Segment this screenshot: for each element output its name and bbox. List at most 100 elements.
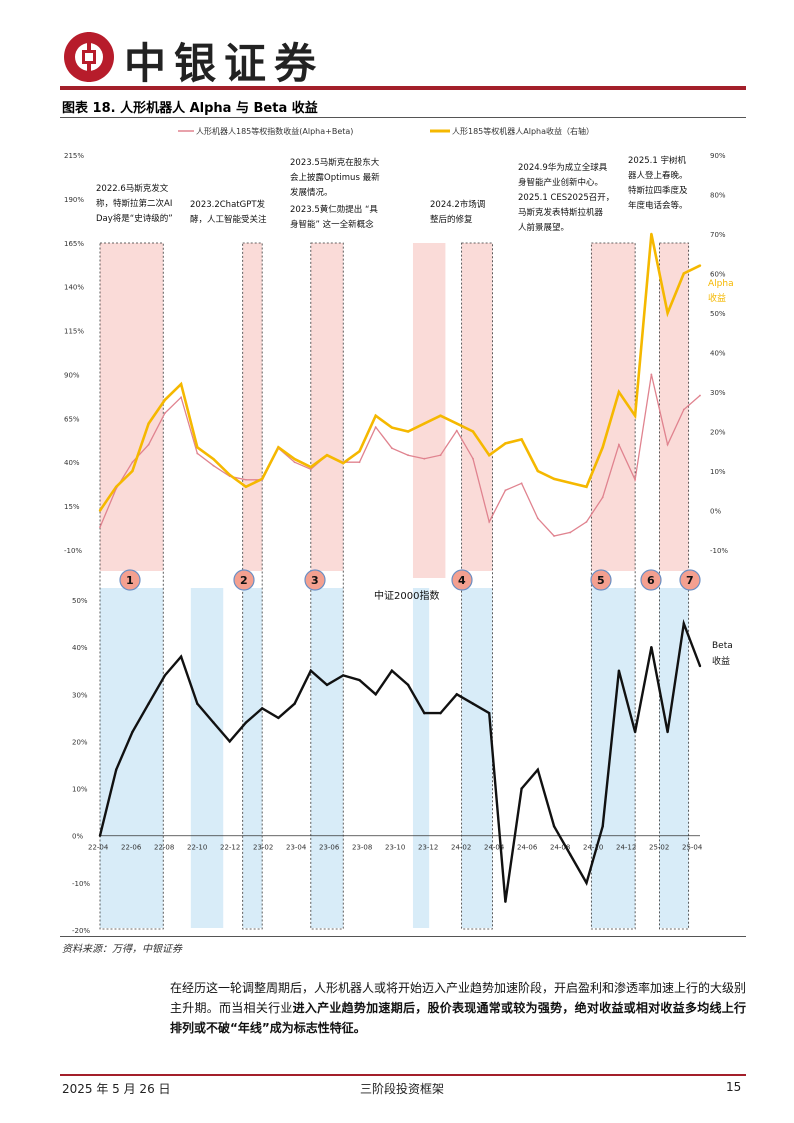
left-axis-tick: 115% [64, 328, 84, 336]
beta-point [342, 674, 345, 677]
beta-point [423, 711, 426, 715]
beta-point [682, 622, 685, 625]
beta-axis-tick: 0% [72, 833, 83, 841]
legend-label-alpha-beta: 人形机器人185等权指数收益(Alpha+Beta) [196, 126, 353, 136]
right-axis-tick: 80% [710, 192, 726, 200]
phase-marker [233, 569, 255, 591]
beta-point [277, 716, 280, 720]
x-tick-label: 24-02 [451, 844, 471, 852]
alpha-point [552, 477, 556, 481]
right-axis-tick: 50% [710, 310, 726, 318]
beta-axis-label: 收益 [712, 655, 730, 667]
phase-frame [590, 242, 636, 930]
phase-marker-label: 5 [597, 574, 605, 587]
alpha-point [650, 232, 653, 236]
alpha-phase-band [412, 243, 446, 578]
event-annotation: 2024.9华为成立全球具身智能产业创新中心。 2025.1 CES2025召开，… [518, 162, 614, 233]
beta-point [374, 693, 377, 696]
alpha-point [374, 414, 377, 417]
alpha-point [131, 469, 134, 473]
alpha-beta-point [666, 443, 669, 446]
alpha-point [585, 485, 588, 488]
alpha-point [358, 450, 361, 453]
x-tick-label: 23-12 [418, 844, 438, 852]
alpha-beta-point [147, 443, 150, 446]
alpha-beta-chart: 215%190%165%140%115%90%65%40%15%-10%90%8… [64, 126, 734, 935]
phase-marker-label: 4 [458, 574, 466, 587]
x-tick-label: 23-10 [385, 844, 405, 852]
beta-point [390, 669, 394, 672]
alpha-point [536, 469, 540, 473]
left-axis-tick: 90% [64, 371, 80, 379]
alpha-point [309, 465, 313, 469]
alpha-point [98, 509, 102, 512]
beta-point [536, 768, 540, 771]
beta-point [309, 669, 313, 672]
alpha-beta-point [601, 496, 604, 499]
body-text-part2: 进入产业趋势加速期后，股价表现通常或较为强势，绝对收益或相对收益多均线上行排列或… [170, 1001, 746, 1035]
alpha-beta-point [358, 461, 361, 464]
alpha-point [244, 485, 248, 488]
beta-phase-band [412, 588, 430, 928]
left-axis-tick: 40% [64, 459, 80, 467]
alpha-beta-point [423, 457, 426, 460]
right-axis-tick: 0% [710, 508, 721, 516]
page-number: 15 [726, 1080, 742, 1094]
x-tick-label: 23-06 [319, 844, 340, 852]
alpha-point [179, 382, 183, 386]
phase-marker [679, 569, 701, 591]
alpha-beta-point [309, 468, 312, 471]
phase-marker-label: 7 [686, 574, 694, 587]
beta-point [212, 721, 215, 724]
alpha-beta-point [439, 454, 442, 457]
alpha-point [147, 422, 150, 425]
x-tick-label: 24-04 [484, 844, 505, 852]
beta-point [244, 721, 248, 724]
beta-phase-band [659, 588, 689, 928]
alpha-axis-label: Alpha [708, 279, 734, 289]
phase-marker [451, 569, 473, 591]
beta-axis-label: Beta [712, 641, 733, 651]
header-divider [60, 86, 746, 90]
beta-point [617, 669, 621, 672]
alpha-beta-point [618, 443, 620, 446]
right-axis-tick: 10% [710, 468, 726, 476]
beta-axis-tick: 10% [72, 786, 88, 794]
alpha-beta-point [553, 535, 555, 537]
alpha-point [698, 264, 702, 267]
alpha-beta-point [212, 464, 215, 467]
phase-marker-label: 6 [647, 574, 655, 587]
alpha-line [98, 233, 701, 512]
alpha-beta-line [99, 374, 701, 537]
phase-frame [461, 242, 493, 930]
alpha-beta-point [520, 482, 523, 485]
alpha-beta-point [536, 517, 539, 520]
alpha-point [115, 485, 118, 488]
alpha-point [520, 438, 523, 441]
alpha-beta-point [472, 457, 474, 460]
beta-phase-band [591, 588, 636, 928]
phase-frame [99, 242, 164, 930]
alpha-axis-label: 收益 [708, 292, 726, 304]
beta-point [569, 853, 572, 856]
left-axis-tick: 215% [64, 152, 84, 160]
beta-point [358, 678, 361, 682]
beta-point [98, 834, 102, 837]
beta-axis-tick: -10% [72, 880, 90, 888]
beta-point [196, 702, 199, 705]
alpha-beta-point [634, 478, 637, 481]
alpha-beta-point [569, 531, 572, 534]
alpha-phase-band [310, 243, 344, 571]
beta-point [163, 674, 167, 677]
alpha-point [196, 446, 199, 449]
body-paragraph: 在经历这一轮调整周期后，人形机器人或将开始迈入产业趋势加速阶段，开启盈利和渗透率… [170, 978, 746, 1038]
event-annotation: 2025.1 宇树机器人登上春晚。特斯拉四季度及年度电话会等。 [628, 155, 688, 211]
alpha-point [471, 430, 475, 433]
x-tick-label: 22-10 [187, 844, 207, 852]
x-tick-label: 23-02 [253, 844, 273, 852]
beta-point [179, 655, 183, 658]
left-axis-tick: 190% [64, 196, 84, 204]
right-axis-tick: 90% [710, 152, 726, 160]
x-tick-label: 25-02 [649, 844, 669, 852]
left-axis-tick: 65% [64, 415, 80, 423]
